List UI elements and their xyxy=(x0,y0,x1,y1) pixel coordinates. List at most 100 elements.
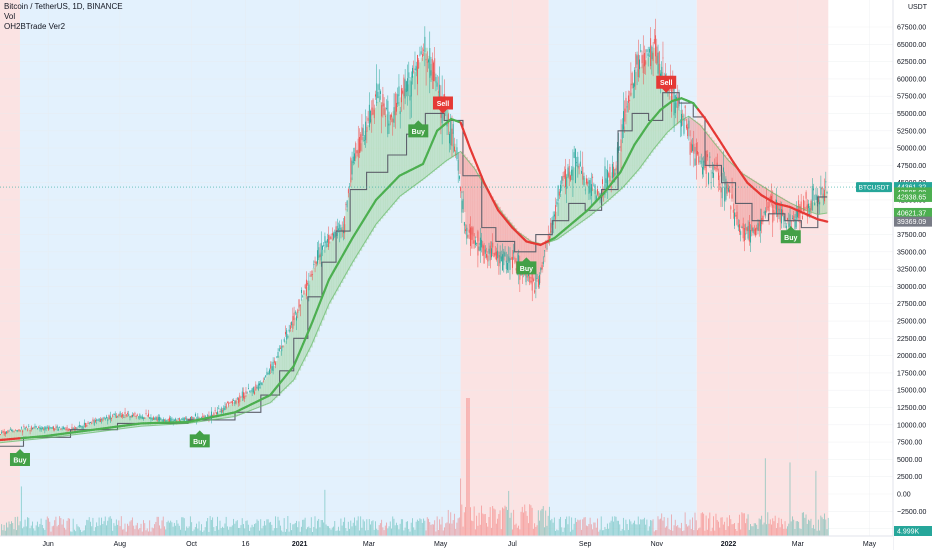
cloud-segment xyxy=(263,380,266,406)
volume-bar xyxy=(697,530,698,536)
cloud-segment xyxy=(362,137,365,247)
volume-bar xyxy=(247,520,248,536)
candle-body xyxy=(229,403,230,404)
volume-bar xyxy=(407,521,408,536)
volume-bar xyxy=(579,520,580,536)
candle-body xyxy=(401,88,402,102)
candle-body xyxy=(732,194,733,198)
candle-body xyxy=(297,310,298,313)
candle-body xyxy=(554,214,555,216)
candle-body xyxy=(743,223,744,238)
candle-body xyxy=(564,171,565,177)
candle-body xyxy=(312,274,313,275)
volume-bar xyxy=(64,528,65,536)
volume-bar xyxy=(819,531,820,536)
symbol-title[interactable]: Bitcoin / TetherUS, 1D, BINANCE xyxy=(4,2,123,12)
volume-bar xyxy=(374,530,375,536)
volume-bar xyxy=(148,531,149,536)
candle-body xyxy=(602,179,603,184)
volume-bar xyxy=(664,517,665,536)
volume-bar xyxy=(164,526,165,536)
volume-bar xyxy=(150,532,151,536)
volume-bar xyxy=(359,530,360,536)
volume-bar xyxy=(83,531,84,536)
candle-body xyxy=(162,420,163,421)
candle-body xyxy=(128,414,129,416)
y-tick-label: 15000.00 xyxy=(897,388,926,395)
volume-bar xyxy=(682,531,683,536)
volume-bar xyxy=(206,521,207,536)
volume-bar xyxy=(754,523,755,536)
volume-bar xyxy=(640,519,641,536)
volume-bar xyxy=(651,521,652,536)
volume-bar xyxy=(577,520,578,536)
volume-bar xyxy=(617,521,618,536)
cloud-segment xyxy=(475,169,478,238)
candle-body xyxy=(202,416,203,418)
volume-bar xyxy=(382,527,383,536)
indicator-label[interactable]: OH2BTrade Ver2 xyxy=(4,22,123,32)
volume-bar xyxy=(502,507,503,536)
candle-body xyxy=(785,223,786,224)
volume-bar xyxy=(348,522,349,536)
candle-body xyxy=(307,283,308,285)
volume-label[interactable]: Vol xyxy=(4,12,123,22)
volume-bar xyxy=(567,524,568,536)
volume-bar xyxy=(554,517,555,536)
candle-body xyxy=(813,188,814,190)
candle-body xyxy=(322,246,323,250)
volume-bar xyxy=(191,522,192,536)
candle-body xyxy=(259,383,260,385)
candle-body xyxy=(233,400,234,401)
candle-body xyxy=(690,142,691,155)
volume-bar xyxy=(584,517,585,536)
volume-bar xyxy=(586,526,587,536)
volume-bar xyxy=(523,513,524,536)
candle-body xyxy=(753,228,754,233)
candle-body xyxy=(51,427,52,428)
volume-bar xyxy=(315,516,316,536)
candle-body xyxy=(41,428,42,430)
candle-body xyxy=(60,429,61,430)
candle-body xyxy=(473,227,474,244)
volume-bar xyxy=(406,522,407,536)
volume-bar xyxy=(477,526,478,536)
volume-bar xyxy=(187,528,188,536)
candle-body xyxy=(270,364,271,368)
candle-body xyxy=(2,431,3,432)
volume-bar xyxy=(386,523,387,536)
volume-bar xyxy=(101,518,102,536)
volume-bar xyxy=(671,514,672,536)
volume-bar xyxy=(551,519,552,536)
volume-bar xyxy=(294,524,295,536)
candle-body xyxy=(365,122,366,141)
volume-bar xyxy=(201,524,202,536)
volume-bar xyxy=(471,521,472,536)
volume-bar xyxy=(63,519,64,536)
volume-bar xyxy=(798,522,799,536)
volume-bar xyxy=(548,516,549,536)
candle-body xyxy=(52,427,53,428)
candle-body xyxy=(728,188,729,192)
candle-body xyxy=(80,426,81,427)
volume-bar xyxy=(714,531,715,536)
candle-body xyxy=(110,416,111,420)
volume-bar xyxy=(23,527,24,536)
volume-bar xyxy=(144,523,145,536)
candle-body xyxy=(137,415,138,416)
candle-body xyxy=(387,101,388,134)
volume-bar xyxy=(603,530,604,536)
candle-body xyxy=(301,290,302,293)
candle-body xyxy=(534,290,535,292)
candle-body xyxy=(355,143,356,158)
candle-body xyxy=(36,426,37,427)
volume-bar xyxy=(628,530,629,536)
candle-body xyxy=(486,254,487,258)
volume-bar xyxy=(97,526,98,536)
candle-body xyxy=(185,418,186,419)
volume-bar xyxy=(32,522,33,536)
x-tick-label: Jun xyxy=(43,541,54,548)
candle-body xyxy=(827,192,828,193)
candle-body xyxy=(609,167,610,181)
